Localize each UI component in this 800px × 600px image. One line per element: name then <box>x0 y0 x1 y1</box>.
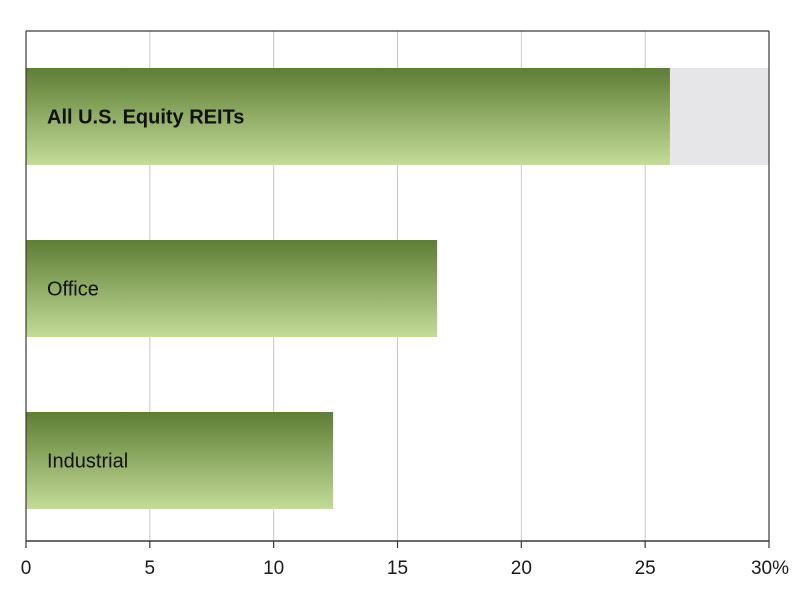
tick-labels: 0 5 10 15 20 25 30% <box>21 558 789 579</box>
bars <box>26 68 670 509</box>
x-tick-label: 0 <box>21 558 32 579</box>
category-labels: All U.S. Equity REITs Office Industrial <box>47 107 244 473</box>
category-label-office: Office <box>47 279 99 301</box>
x-tick-label: 5 <box>145 558 156 579</box>
category-label-industrial: Industrial <box>47 451 128 473</box>
axes <box>25 30 770 548</box>
category-label-all-u-s-equity-reits: All U.S. Equity REITs <box>47 107 244 129</box>
x-tick-label: 15 <box>387 558 408 579</box>
x-tick-label: 20 <box>511 558 532 579</box>
bar-all-u-s-equity-reits <box>26 68 670 165</box>
x-tick-label: 25 <box>635 558 656 579</box>
bar-office <box>26 240 438 337</box>
bar-industrial <box>26 412 334 509</box>
x-tick-label: 30% <box>751 558 789 579</box>
x-tick-label: 10 <box>263 558 284 579</box>
